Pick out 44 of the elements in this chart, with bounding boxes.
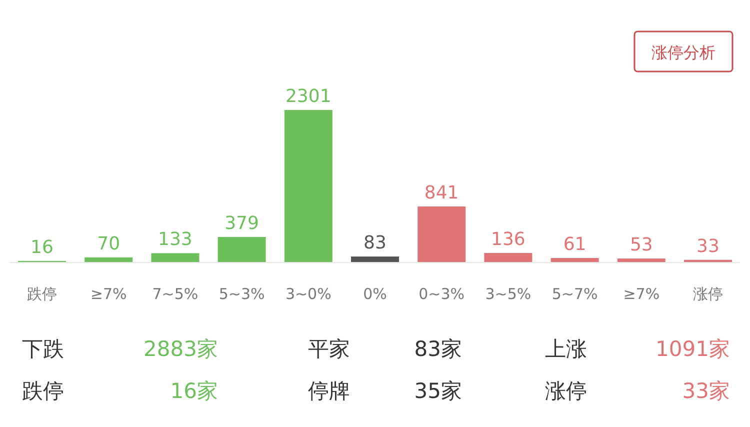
data-label: 16 xyxy=(30,236,54,258)
text: 平家 xyxy=(308,337,350,361)
data-label: 136 xyxy=(491,229,526,250)
data-label: 841 xyxy=(424,182,459,204)
text: 涨停分析 xyxy=(652,43,716,62)
x-tick-label: 5~7% xyxy=(552,285,598,303)
bar xyxy=(550,258,599,262)
text: 33家 xyxy=(682,379,730,403)
bar xyxy=(617,258,666,262)
x-tick-label: 3~0% xyxy=(285,285,332,303)
text: 83家 xyxy=(414,337,462,361)
text: 16家 xyxy=(170,379,218,403)
x-tick-label: 3~5% xyxy=(485,285,532,303)
x-tick-label: 0~3% xyxy=(418,285,465,303)
data-label: 379 xyxy=(224,212,259,234)
bar xyxy=(351,256,399,262)
text: 35家 xyxy=(414,379,462,403)
bar xyxy=(151,253,200,262)
data-label: 53 xyxy=(630,234,653,256)
data-label: 2301 xyxy=(285,86,332,107)
x-tick-label: 7~5% xyxy=(152,285,198,303)
x-tick-label: 涨停 xyxy=(693,285,723,303)
x-tick-label: 0% xyxy=(363,285,387,303)
data-label: 133 xyxy=(158,229,192,250)
text: 上涨 xyxy=(545,337,587,361)
data-label: 33 xyxy=(696,236,720,257)
text: 下跌 xyxy=(22,337,64,361)
text: 2883家 xyxy=(144,337,218,361)
x-tick-label: 跌停 xyxy=(27,285,57,303)
x-tick-label: ≥7% xyxy=(623,285,660,303)
text: 停牌 xyxy=(308,379,350,403)
x-tick-label: ≥7% xyxy=(90,285,127,303)
text: 涨停 xyxy=(545,379,587,403)
bar xyxy=(218,236,266,262)
text: 1091家 xyxy=(656,337,730,361)
text: 跌停 xyxy=(22,379,64,403)
bar xyxy=(418,206,466,262)
data-label: 70 xyxy=(97,233,120,254)
data-label: 61 xyxy=(563,234,586,255)
bar xyxy=(84,257,133,262)
x-tick-label: 5~3% xyxy=(218,285,265,303)
bar xyxy=(284,110,332,262)
bar xyxy=(484,253,532,262)
data-label: 83 xyxy=(364,232,386,254)
